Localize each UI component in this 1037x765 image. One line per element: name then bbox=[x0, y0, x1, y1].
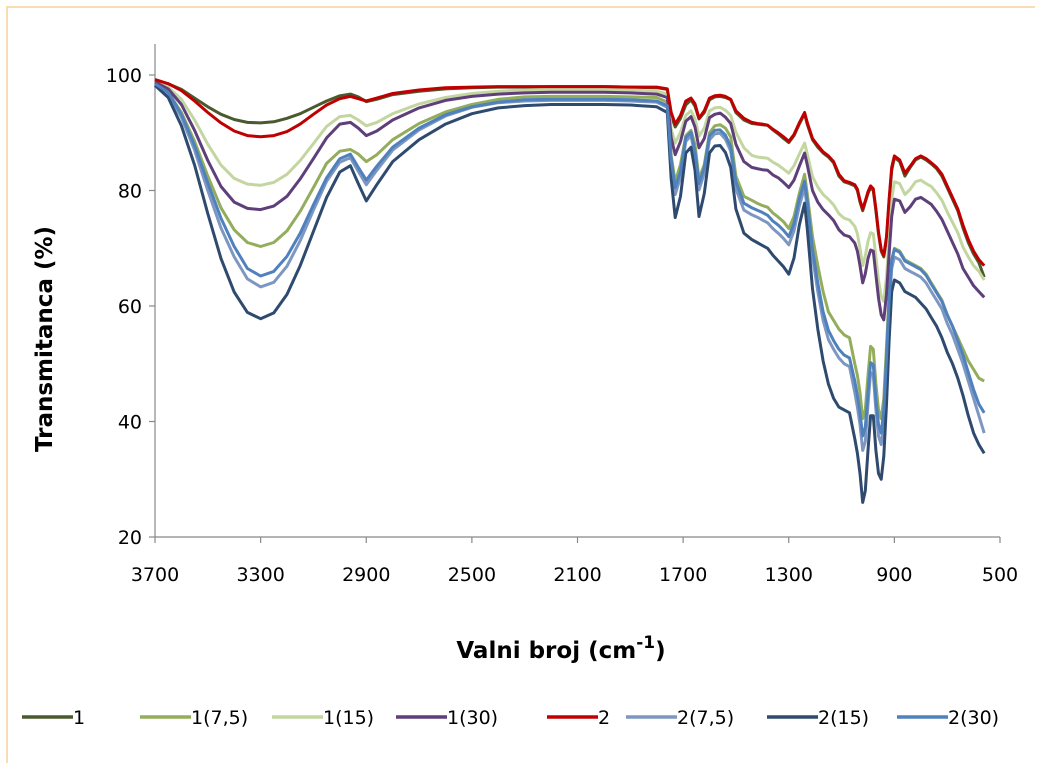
legend-label: 1(7,5) bbox=[191, 707, 248, 729]
legend-label: 1(30) bbox=[447, 707, 498, 729]
series-line-6 bbox=[153, 84, 986, 504]
x-tick-label: 500 bbox=[982, 564, 1018, 586]
series-line-2 bbox=[154, 80, 986, 303]
legend-label: 1(15) bbox=[323, 707, 374, 729]
x-tick-label: 2500 bbox=[448, 564, 496, 586]
x-tick-label: 1300 bbox=[765, 564, 813, 586]
legend-label: 2 bbox=[598, 707, 610, 729]
x-tick-label: 1700 bbox=[659, 564, 707, 586]
x-axis-title-close: ) bbox=[655, 638, 666, 664]
x-tick-label: 900 bbox=[876, 564, 912, 586]
legend-label: 1 bbox=[73, 707, 85, 729]
chart-frame bbox=[6, 6, 1035, 763]
y-tick-label: 40 bbox=[118, 412, 142, 434]
legend: 1 1(7,5) 1(15) 1(30) 2 2(7,5) 2(15) 2(30) bbox=[22, 707, 999, 729]
series-line-3 bbox=[154, 80, 986, 322]
legend-label: 2(15) bbox=[818, 707, 869, 729]
x-axis-title-main: Valni broj (cm bbox=[456, 638, 636, 664]
series-lines bbox=[153, 78, 986, 504]
axes: 20 40 60 80 100 3700 3300 2900 2500 2100 1700 1300 9… bbox=[106, 44, 1018, 586]
x-axis-title: Valni broj (cm-1) bbox=[456, 633, 665, 664]
series-line-7 bbox=[154, 82, 986, 438]
series-line-4 bbox=[154, 78, 986, 267]
x-tick-label: 2100 bbox=[553, 564, 601, 586]
legend-label: 2(30) bbox=[948, 707, 999, 729]
legend-label: 2(7,5) bbox=[677, 707, 734, 729]
x-tick-label: 3700 bbox=[131, 564, 179, 586]
series-line-5 bbox=[154, 83, 986, 452]
x-axis-title-sup: -1 bbox=[636, 633, 655, 653]
y-axis-title: Transmitanca (%) bbox=[32, 226, 58, 452]
y-tick-label: 60 bbox=[118, 296, 142, 318]
x-tick-label: 2900 bbox=[342, 564, 390, 586]
y-tick-label: 20 bbox=[118, 527, 142, 549]
y-tick-label: 100 bbox=[106, 65, 142, 87]
y-tick-label: 80 bbox=[118, 181, 142, 203]
x-tick-label: 3300 bbox=[236, 564, 284, 586]
